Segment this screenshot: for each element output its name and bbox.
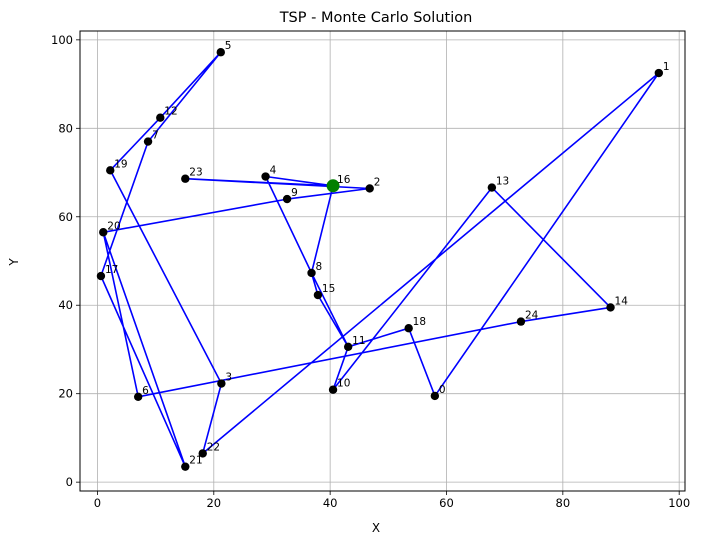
city-point-13 xyxy=(487,183,497,192)
city-point-6 xyxy=(133,392,143,401)
x-tick-label: 20 xyxy=(206,496,221,510)
city-label-19: 19 xyxy=(114,158,127,170)
route-line xyxy=(100,51,660,468)
city-label-3: 3 xyxy=(225,372,232,384)
city-label-12: 12 xyxy=(164,106,177,118)
city-point-18 xyxy=(404,324,413,333)
x-tick-label: 60 xyxy=(439,496,454,510)
city-label-21: 21 xyxy=(189,455,202,467)
city-point-0 xyxy=(430,391,440,401)
city-point-5 xyxy=(216,48,225,57)
city-label-17: 17 xyxy=(105,264,118,276)
city-point-14 xyxy=(606,303,615,312)
start-point xyxy=(326,179,340,193)
city-point-2 xyxy=(365,184,374,193)
city-point-11 xyxy=(343,342,353,352)
y-tick-label: 0 xyxy=(66,475,73,489)
city-point-22 xyxy=(198,449,207,458)
x-tick-label: 40 xyxy=(323,496,338,510)
city-label-6: 6 xyxy=(142,385,149,397)
city-point-20 xyxy=(99,228,108,237)
city-label-15: 15 xyxy=(322,283,335,295)
y-tick-label: 40 xyxy=(58,298,73,312)
city-points xyxy=(96,48,664,471)
city-label-18: 18 xyxy=(413,316,426,328)
y-tick-label: 20 xyxy=(58,387,73,401)
city-label-8: 8 xyxy=(316,261,323,273)
route-path xyxy=(100,51,660,468)
city-point-10 xyxy=(328,385,338,394)
city-label-20: 20 xyxy=(107,220,120,232)
city-label-5: 5 xyxy=(225,40,232,52)
city-label-9: 9 xyxy=(291,187,298,199)
city-point-3 xyxy=(217,379,226,388)
y-tick-label: 80 xyxy=(58,121,73,135)
city-label-10: 10 xyxy=(337,378,350,390)
city-point-15 xyxy=(313,290,323,300)
city-point-12 xyxy=(156,113,165,122)
city-point-8 xyxy=(307,268,316,278)
city-label-24: 24 xyxy=(525,310,539,322)
city-label-4: 4 xyxy=(270,165,277,177)
x-tick-label: 100 xyxy=(668,496,690,510)
city-point-9 xyxy=(282,194,292,204)
city-point-24 xyxy=(516,317,526,326)
city-point-7 xyxy=(143,137,153,146)
city-label-7: 7 xyxy=(152,130,159,142)
city-point-17 xyxy=(96,271,106,281)
city-label-23: 23 xyxy=(189,167,202,179)
x-axis-label: X xyxy=(372,521,380,535)
y-axis-label: Y xyxy=(7,258,21,267)
city-point-21 xyxy=(181,462,190,471)
city-point-1 xyxy=(654,68,664,78)
plot-frame xyxy=(79,30,686,492)
city-label-16: 16 xyxy=(337,174,351,186)
city-point-4 xyxy=(261,172,270,181)
city-point-23 xyxy=(181,174,190,183)
city-label-14: 14 xyxy=(615,295,629,307)
x-tick-label: 80 xyxy=(556,496,571,510)
chart-title: TSP - Monte Carlo Solution xyxy=(279,10,473,26)
x-tick-label: 0 xyxy=(94,496,101,510)
y-tick-label: 60 xyxy=(58,210,73,224)
city-label-22: 22 xyxy=(207,441,220,453)
city-label-13: 13 xyxy=(496,176,509,188)
city-point-19 xyxy=(106,166,115,175)
y-tick-label: 100 xyxy=(51,33,73,47)
city-label-2: 2 xyxy=(374,176,381,188)
city-label-0: 0 xyxy=(439,384,446,396)
city-label-1: 1 xyxy=(663,61,670,73)
grid xyxy=(80,31,685,491)
city-label-11: 11 xyxy=(352,335,365,347)
